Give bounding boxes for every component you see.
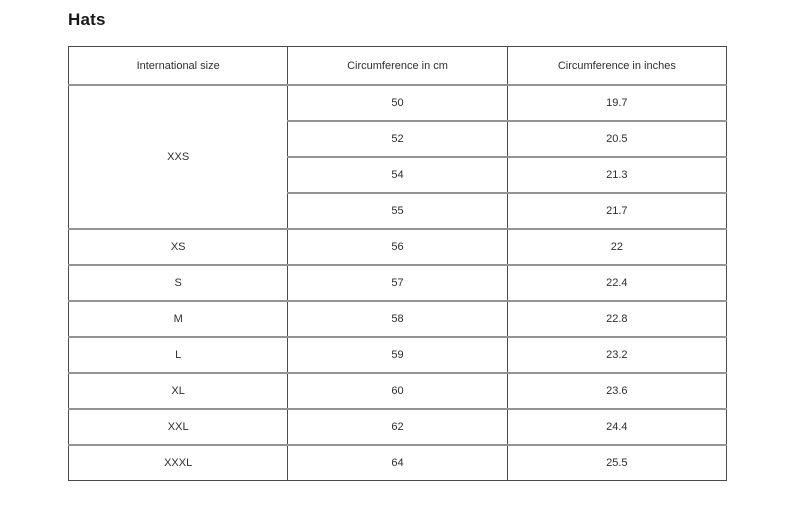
header-circumference-inches: Circumference in inches (506, 46, 728, 86)
size-table-body: XXS 50 19.7 52 20.5 54 21.3 55 21.7 XS 56 22 S 57 22.4… (67, 84, 728, 481)
circumference-inches-cell: 22.4 (506, 264, 728, 302)
size-cell: XXL (67, 408, 289, 446)
size-cell: S (67, 264, 289, 302)
circumference-cm-cell: 54 (287, 156, 508, 194)
circumference-cm-cell: 57 (287, 264, 508, 302)
header-row: International size Circumference in cm C… (67, 46, 728, 86)
table-row: XXS 50 19.7 (67, 84, 728, 230)
size-cell: M (67, 300, 289, 338)
circumference-cm-cell: 52 (287, 120, 508, 158)
size-cell: XXXL (67, 444, 289, 481)
circumference-cm-cell: 60 (287, 372, 508, 410)
size-cell: XXS (67, 84, 289, 230)
size-cell: L (67, 336, 289, 374)
table-row: 52 20.5 (69, 120, 728, 158)
circumference-inches-cell: 21.7 (506, 192, 728, 230)
hat-size-table: International size Circumference in cm C… (67, 46, 728, 481)
circumference-inches-cell: 21.3 (506, 156, 728, 194)
table-row: XS 56 22 (67, 228, 728, 266)
table-row: XXL 62 24.4 (67, 408, 728, 446)
table-row: S 57 22.4 (67, 264, 728, 302)
circumference-cm-cell: 64 (287, 444, 508, 481)
size-cell: XS (67, 228, 289, 266)
circumference-inches-cell: 22 (506, 228, 728, 266)
table-row: 55 21.7 (69, 192, 728, 230)
page-title: Hats (68, 10, 106, 29)
header-circumference-cm: Circumference in cm (287, 46, 508, 86)
circumference-cm-cell: 56 (287, 228, 508, 266)
header-international-size: International size (67, 46, 289, 86)
size-cell: XL (67, 372, 289, 410)
circumference-inches-cell: 24.4 (506, 408, 728, 446)
size-table-header: International size Circumference in cm C… (67, 46, 728, 86)
circumference-cm-cell: 58 (287, 300, 508, 338)
table-row: 54 21.3 (69, 156, 728, 194)
circumference-cm-cell: 55 (287, 192, 508, 230)
circumference-inches-cell: 25.5 (506, 444, 728, 481)
circumference-cm-cell: 50 (287, 84, 508, 122)
circumference-inches-cell: 22.8 (506, 300, 728, 338)
table-row: XXXL 64 25.5 (67, 444, 728, 481)
circumference-inches-cell: 19.7 (506, 84, 728, 122)
circumference-inches-cell: 23.6 (506, 372, 728, 410)
circumference-cm-cell: 62 (287, 408, 508, 446)
table-row: XL 60 23.6 (67, 372, 728, 410)
circumference-inches-cell: 20.5 (506, 120, 728, 158)
circumference-inches-cell: 23.2 (506, 336, 728, 374)
table-row: M 58 22.8 (67, 300, 728, 338)
table-row: L 59 23.2 (67, 336, 728, 374)
circumference-cm-cell: 59 (287, 336, 508, 374)
